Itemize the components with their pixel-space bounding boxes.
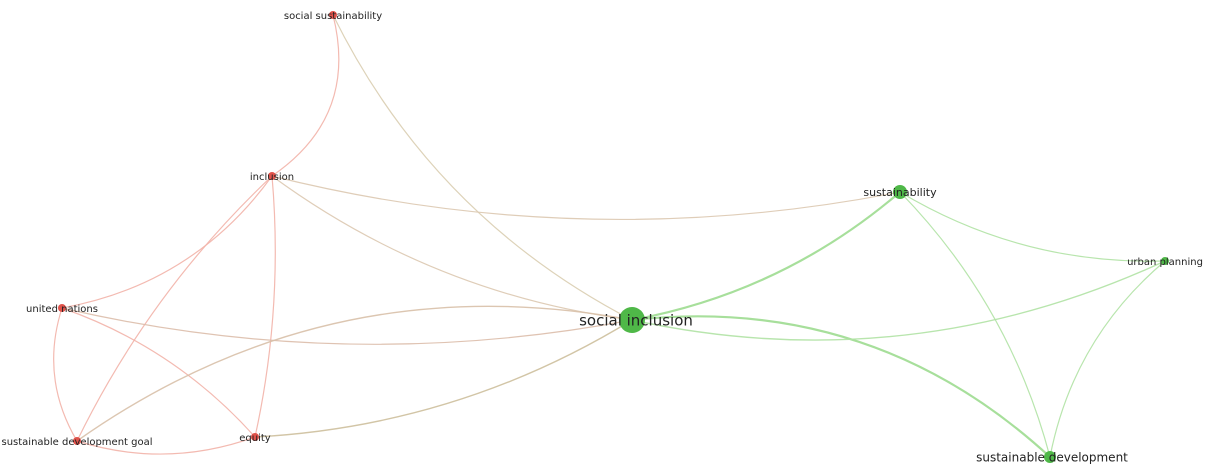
node-label: social sustainability xyxy=(284,11,382,22)
node-label: equity xyxy=(239,433,271,444)
nodes xyxy=(58,11,1169,463)
edge xyxy=(76,436,256,455)
node-label: social inclusion xyxy=(579,312,693,330)
edge xyxy=(271,175,901,220)
edge xyxy=(76,305,633,442)
node-label: sustainable development goal xyxy=(1,437,152,448)
node xyxy=(329,11,337,19)
edge xyxy=(254,175,276,438)
edge xyxy=(1049,260,1166,458)
node xyxy=(251,433,259,441)
edge xyxy=(76,175,273,442)
node xyxy=(73,437,81,445)
edges xyxy=(53,14,1166,458)
node-label: united nations xyxy=(26,304,98,315)
edge xyxy=(631,260,1166,341)
edge xyxy=(631,191,901,322)
edge xyxy=(631,315,1051,458)
edge xyxy=(61,307,256,438)
edge xyxy=(899,191,1051,458)
node-label: sustainable development xyxy=(976,451,1128,465)
edge xyxy=(53,307,78,442)
node xyxy=(893,185,907,199)
node xyxy=(1161,257,1169,265)
edge xyxy=(332,14,633,321)
node-label: inclusion xyxy=(250,172,294,183)
edge xyxy=(61,307,633,345)
edge xyxy=(271,14,340,177)
node xyxy=(58,304,66,312)
labels: social sustainability inclusion united nat… xyxy=(1,11,1202,465)
node xyxy=(1044,451,1056,463)
node xyxy=(619,307,645,333)
node xyxy=(268,172,276,180)
node-label: sustainability xyxy=(863,186,937,199)
edge xyxy=(61,175,273,309)
edge xyxy=(899,191,1166,262)
node-label: urban planning xyxy=(1127,257,1203,268)
edge xyxy=(254,319,633,438)
edge xyxy=(271,175,633,321)
